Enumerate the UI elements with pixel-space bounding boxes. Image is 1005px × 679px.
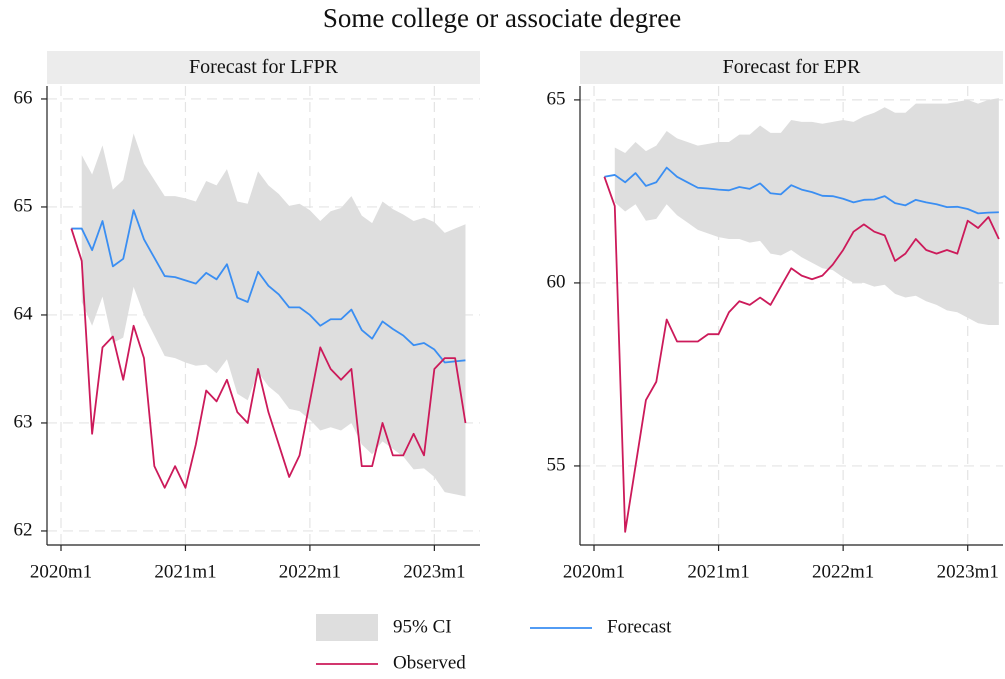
y-tick-label: 66	[14, 87, 33, 108]
y-tick-label: 63	[14, 411, 33, 432]
line-series	[70, 228, 467, 489]
strip-header	[580, 51, 1003, 84]
legend-swatch	[316, 614, 378, 641]
y-tick-label: 65	[547, 88, 566, 109]
y-tick-label: 64	[14, 303, 34, 324]
panel-title: Forecast for EPR	[723, 56, 861, 78]
x-tick-label: 2020m1	[563, 561, 625, 582]
x-tick-label: 2021m1	[154, 561, 216, 582]
y-tick-label: 65	[14, 195, 33, 216]
x-tick-label: 2020m1	[30, 561, 92, 582]
line-series	[603, 176, 1000, 533]
line-series	[71, 209, 466, 364]
y-tick-label: 60	[547, 271, 566, 292]
x-tick-label: 2022m1	[812, 561, 874, 582]
legend-label: Observed	[393, 652, 466, 673]
figure-title: Some college or associate degree	[323, 3, 681, 33]
legend-label: 95% CI	[393, 616, 452, 637]
ci-band	[614, 98, 999, 326]
x-tick-label: 2023m1	[403, 561, 465, 582]
strip-header	[47, 51, 480, 84]
x-tick-label: 2023m1	[937, 561, 999, 582]
legend-label: Forecast	[607, 616, 672, 637]
y-tick-label: 55	[547, 454, 566, 475]
x-tick-label: 2022m1	[279, 561, 341, 582]
ci-band	[81, 133, 466, 497]
x-tick-label: 2021m1	[687, 561, 749, 582]
line-series	[604, 166, 999, 215]
panel-title: Forecast for LFPR	[189, 56, 339, 78]
y-tick-label: 62	[14, 519, 33, 540]
